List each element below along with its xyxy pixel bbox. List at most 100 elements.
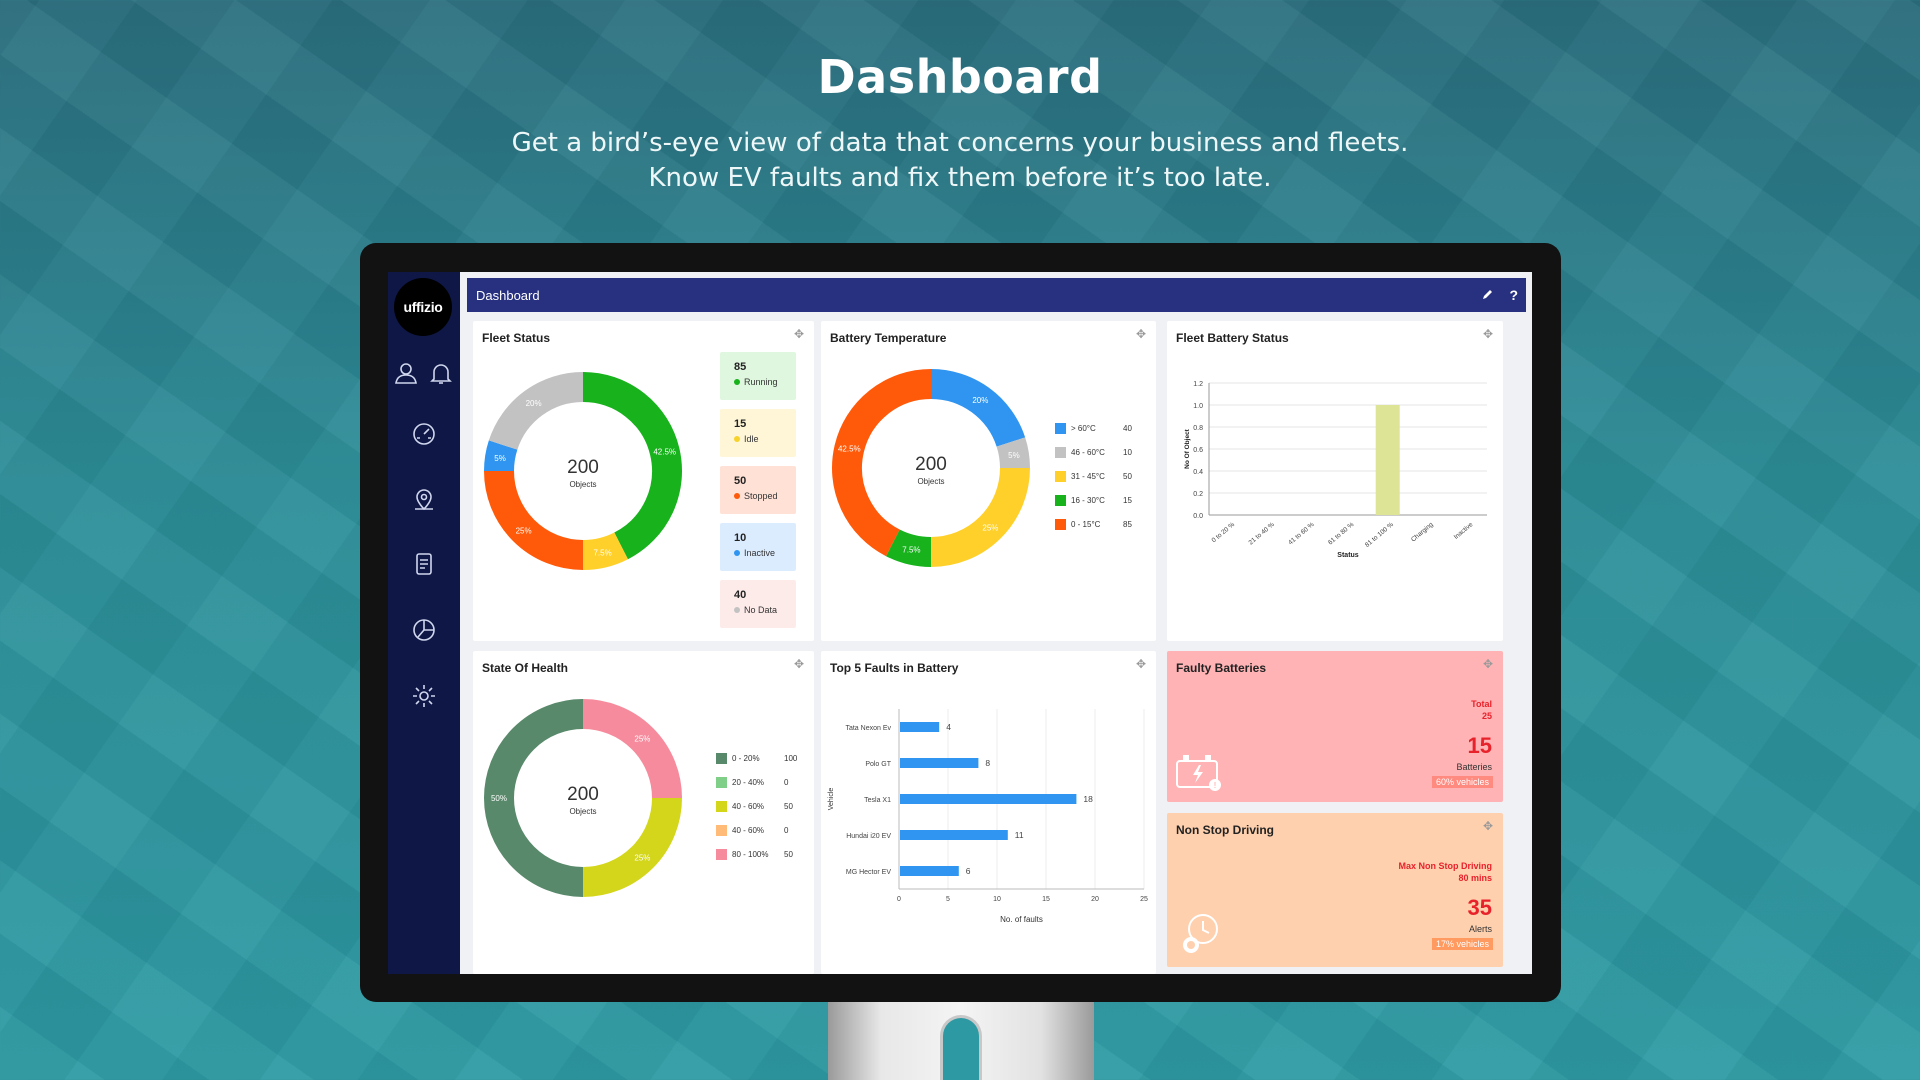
svg-text:!: ! (1214, 781, 1216, 790)
legend-swatch (716, 753, 727, 764)
fleet-status-box[interactable]: 85 Running (720, 352, 796, 400)
max-label: Max Non Stop Driving (1398, 861, 1492, 871)
move-icon[interactable]: ✥ (1482, 657, 1494, 671)
status-label: Inactive (734, 548, 796, 558)
bar-value-label: 4 (946, 722, 951, 732)
dashboard-header: Dashboard ? (467, 278, 1526, 312)
bar[interactable] (900, 794, 1077, 804)
bar[interactable] (1375, 405, 1400, 515)
donut-slice[interactable] (996, 437, 1030, 469)
user-icon[interactable] (393, 360, 419, 386)
donut-slice[interactable] (832, 369, 932, 557)
card-title: Fleet Status (482, 331, 551, 345)
move-icon[interactable]: ✥ (1482, 327, 1494, 341)
donut-slice[interactable] (488, 372, 584, 451)
status-label: No Data (734, 605, 796, 615)
fleet-status-box[interactable]: 50 Stopped (720, 466, 796, 514)
legend-swatch (1055, 447, 1066, 458)
legend-item[interactable]: 40 - 60% 0 (716, 825, 806, 836)
hero-title: Dashboard (817, 50, 1103, 104)
legend-value: 40 (1123, 424, 1132, 433)
top-faults-chart: 0 5 10 15 20 25 Tata Nexon Ev 4 Polo GT 8 Tesla X1… (828, 709, 1148, 924)
battery-temperature-donut: 20% 5% 25% 7.5% 42.5% 200 Objects (832, 369, 1030, 567)
legend-label: > 60°C (1071, 424, 1096, 433)
bell-icon[interactable] (428, 360, 454, 386)
slice-label: 25% (634, 853, 650, 862)
fleet-status-box[interactable]: 40 No Data (720, 580, 796, 628)
status-dot (734, 493, 740, 499)
slice-label: 42.5% (838, 444, 861, 453)
legend-item[interactable]: 20 - 40% 0 (716, 777, 806, 788)
legend-item[interactable]: 0 - 20% 100 (716, 753, 806, 764)
donut-slice[interactable] (582, 699, 682, 799)
bar[interactable] (900, 758, 979, 768)
donut-slice[interactable] (484, 699, 584, 897)
legend-item[interactable]: 80 - 100% 50 (716, 849, 806, 860)
y-tick-label: Polo GT (865, 761, 891, 768)
total-label: Total (1471, 699, 1492, 709)
move-icon[interactable]: ✥ (793, 657, 805, 671)
fleet-status-box[interactable]: 10 Inactive (720, 523, 796, 571)
x-axis-label: No. of faults (1000, 915, 1043, 924)
fleet-status-box[interactable]: 15 Idle (720, 409, 796, 457)
legend-item[interactable]: 0 - 15°C 85 (1055, 519, 1145, 530)
hero-subtitle: Get a bird’s-eye view of data that conce… (0, 126, 1920, 196)
uffizio-logo[interactable]: uffizio (394, 278, 452, 336)
move-icon[interactable]: ✥ (1135, 657, 1147, 671)
y-axis-label: Vehicle (828, 788, 835, 811)
status-label: Stopped (734, 491, 796, 501)
status-dot (734, 436, 740, 442)
donut-slice[interactable] (886, 529, 932, 567)
x-tick-label: 41 to 60 % (1287, 521, 1315, 546)
max-value: 80 mins (1458, 873, 1492, 883)
map-pin-icon[interactable] (411, 486, 437, 512)
donut-slice[interactable] (582, 372, 682, 560)
vehicles-pill: 60% vehicles (1431, 776, 1493, 788)
legend-item[interactable]: > 60°C 40 (1055, 423, 1145, 434)
bar-value-label: 8 (985, 758, 990, 768)
legend-swatch (1055, 519, 1066, 530)
y-tick-label: 0.2 (1193, 491, 1203, 498)
report-icon[interactable] (411, 551, 437, 577)
edit-icon[interactable] (1481, 287, 1495, 304)
move-icon[interactable]: ✥ (1482, 819, 1494, 833)
speedometer-icon[interactable] (411, 421, 437, 447)
bar[interactable] (900, 866, 959, 876)
non-stop-driving-card[interactable]: Non Stop Driving ✥ Max Non Stop Driving … (1167, 813, 1503, 967)
legend-item[interactable]: 16 - 30°C 15 (1055, 495, 1145, 506)
help-icon[interactable]: ? (1509, 287, 1518, 303)
legend-item[interactable]: 46 - 60°C 10 (1055, 447, 1145, 458)
x-tick-label: Charging (1410, 521, 1435, 544)
donut-slice[interactable] (930, 467, 1030, 567)
donut-slice[interactable] (484, 440, 518, 472)
status-count: 50 (734, 475, 747, 487)
donut-slice[interactable] (582, 532, 628, 570)
battery-fault-icon: ! (1176, 755, 1221, 791)
y-tick-label: 0.6 (1193, 447, 1203, 454)
settings-icon[interactable] (411, 683, 437, 709)
y-tick-label: 1.2 (1193, 381, 1203, 388)
donut-center-label: Objects (569, 480, 596, 489)
donut-slice[interactable] (930, 369, 1026, 448)
move-icon[interactable]: ✥ (793, 327, 805, 341)
move-icon[interactable]: ✥ (1135, 327, 1147, 341)
pie-chart-icon[interactable] (411, 617, 437, 643)
bar[interactable] (900, 830, 1008, 840)
slice-label: 7.5% (593, 549, 611, 558)
y-axis-label: No Of Object (1184, 428, 1191, 469)
donut-center-value: 200 (915, 454, 947, 475)
y-tick-label: 0.4 (1193, 469, 1203, 476)
state-of-health-donut: 25% 25% 50% 200 Objects (484, 699, 682, 897)
legend-item[interactable]: 31 - 45°C 50 (1055, 471, 1145, 482)
donut-slice[interactable] (484, 470, 584, 570)
slice-label: 25% (516, 526, 532, 535)
legend-item[interactable]: 40 - 60% 50 (716, 801, 806, 812)
bar-value-label: 18 (1083, 794, 1093, 804)
app-sidebar: uffizio (388, 272, 460, 974)
donut-slice[interactable] (582, 797, 682, 897)
legend-label: 0 - 15°C (1071, 520, 1101, 529)
bar[interactable] (900, 722, 940, 732)
faulty-batteries-card[interactable]: Faulty Batteries ✥ Total 25 15 Batteries… (1167, 651, 1503, 802)
battery-temperature-card: Battery Temperature ✥ 20% 5% 25% 7.5% 42.5% 2… (821, 321, 1156, 641)
status-dot (734, 607, 740, 613)
